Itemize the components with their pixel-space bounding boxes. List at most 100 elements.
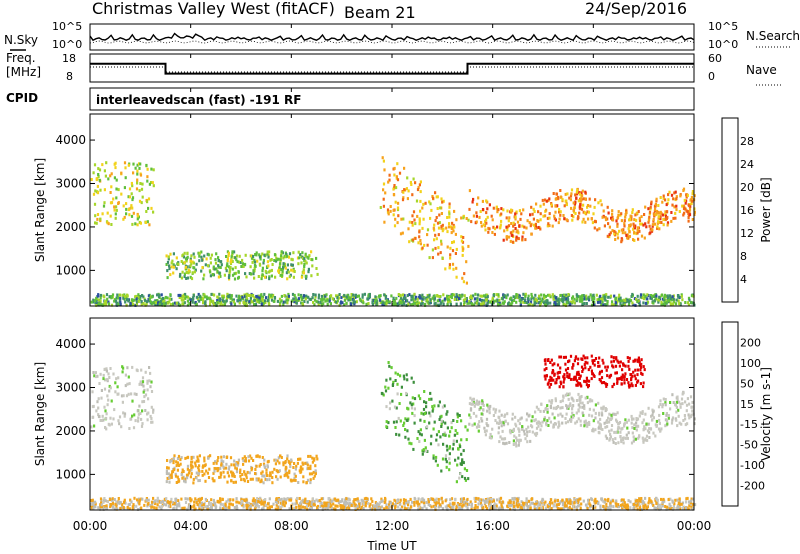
heatmap-cell bbox=[642, 428, 645, 431]
heatmap-cell bbox=[150, 417, 153, 420]
heatmap-cell bbox=[207, 476, 211, 479]
heatmap-cell bbox=[533, 502, 536, 506]
heatmap-cell bbox=[103, 188, 106, 192]
heatmap-cell bbox=[542, 293, 546, 297]
heatmap-cell bbox=[304, 254, 307, 258]
heatmap-cell bbox=[667, 193, 670, 197]
heatmap-cell bbox=[460, 235, 463, 239]
heatmap-cell bbox=[654, 434, 657, 438]
heatmap-cell bbox=[581, 220, 584, 224]
heatmap-cell bbox=[509, 302, 512, 306]
heatmap-cell bbox=[167, 466, 170, 470]
heatmap-cell bbox=[97, 506, 100, 510]
heatmap-cell bbox=[471, 398, 474, 402]
heatmap-cell bbox=[221, 463, 224, 467]
heatmap-cell bbox=[146, 418, 149, 422]
heatmap-cell bbox=[502, 293, 505, 297]
heatmap-cell bbox=[647, 220, 650, 224]
heatmap-cell bbox=[614, 437, 617, 441]
colorbar-tick-label: 20 bbox=[740, 181, 754, 194]
heatmap-cell bbox=[478, 425, 481, 428]
colorbar-tick-label: 4 bbox=[740, 273, 747, 286]
heatmap-cell bbox=[585, 302, 588, 305]
heatmap-cell bbox=[387, 386, 390, 390]
heatmap-cell bbox=[680, 397, 684, 401]
heatmap-cell bbox=[498, 419, 501, 423]
heatmap-cell bbox=[511, 412, 514, 416]
heatmap-cell bbox=[607, 211, 610, 215]
heatmap-cell bbox=[586, 356, 589, 360]
heatmap-cell bbox=[285, 253, 288, 257]
heatmap-cell bbox=[137, 295, 140, 299]
heatmap-cell bbox=[571, 296, 574, 300]
cpid-text: interleavedscan (fast) -191 RF bbox=[96, 93, 301, 107]
heatmap-cell bbox=[523, 501, 526, 505]
heatmap-cell bbox=[430, 434, 433, 438]
heatmap-cell bbox=[230, 294, 233, 298]
heatmap-cell bbox=[566, 300, 569, 304]
heatmap-cell bbox=[282, 265, 285, 269]
heatmap-cell bbox=[343, 298, 346, 302]
heatmap-cell bbox=[115, 196, 118, 200]
heatmap-cell bbox=[463, 476, 467, 480]
heatmap-cell bbox=[326, 298, 329, 302]
heatmap-cell bbox=[270, 505, 273, 509]
heatmap-cell bbox=[285, 298, 288, 302]
heatmap-cell bbox=[482, 301, 485, 305]
heatmap-cell bbox=[658, 413, 661, 417]
heatmap-cell bbox=[533, 223, 536, 227]
heatmap-cell bbox=[630, 376, 633, 380]
heatmap-cell bbox=[261, 252, 264, 256]
heatmap-cell bbox=[667, 506, 670, 510]
heatmap-cell bbox=[308, 472, 312, 476]
heatmap-cell bbox=[460, 438, 463, 442]
heatmap-cell bbox=[586, 204, 590, 207]
heatmap-cell bbox=[310, 250, 313, 254]
heatmap-cell bbox=[601, 297, 604, 301]
heatmap-cell bbox=[226, 471, 229, 475]
heatmap-cell bbox=[94, 502, 97, 506]
heatmap-cell bbox=[553, 362, 556, 366]
heatmap-cell bbox=[558, 422, 561, 426]
heatmap-cell bbox=[388, 364, 391, 368]
heatmap-cell bbox=[249, 454, 252, 458]
heatmap-cell bbox=[584, 380, 587, 384]
heatmap-cell bbox=[155, 506, 158, 510]
heatmap-cell bbox=[153, 502, 157, 506]
power-heatmap-cells bbox=[90, 156, 696, 307]
heatmap-cell bbox=[186, 464, 190, 468]
heatmap-cell bbox=[260, 297, 264, 301]
heatmap-cell bbox=[522, 292, 525, 296]
heatmap-cell bbox=[249, 254, 252, 258]
heatmap-cell bbox=[305, 481, 308, 485]
heatmap-cell bbox=[364, 504, 367, 508]
heatmap-cell bbox=[489, 404, 492, 408]
heatmap-cell bbox=[429, 414, 432, 418]
heatmap-cell bbox=[135, 392, 138, 396]
heatmap-cell bbox=[492, 300, 495, 304]
heatmap-cell bbox=[657, 427, 661, 431]
heatmap-cell bbox=[264, 269, 267, 273]
heatmap-cell bbox=[602, 499, 605, 503]
heatmap-cell bbox=[157, 295, 161, 299]
heatmap-cell bbox=[263, 458, 266, 462]
heatmap-cell bbox=[628, 230, 631, 234]
heatmap-cell bbox=[446, 216, 449, 219]
heatmap-cell bbox=[418, 432, 422, 436]
heatmap-cell bbox=[683, 198, 686, 202]
heatmap-cell bbox=[652, 301, 655, 305]
heatmap-cell bbox=[664, 214, 667, 218]
heatmap-cell bbox=[205, 257, 208, 261]
heatmap-cell bbox=[388, 300, 391, 304]
heatmap-cell bbox=[366, 297, 370, 301]
heatmap-cell bbox=[440, 225, 443, 228]
heatmap-cell bbox=[546, 216, 549, 220]
heatmap-cell bbox=[624, 372, 627, 376]
heatmap-cell bbox=[565, 404, 568, 408]
heatmap-cell bbox=[586, 205, 589, 209]
heatmap-cell bbox=[505, 237, 508, 241]
heatmap-cell bbox=[393, 166, 396, 170]
heatmap-cell bbox=[542, 301, 546, 305]
heatmap-cell bbox=[197, 459, 200, 463]
heatmap-cell bbox=[466, 301, 469, 305]
